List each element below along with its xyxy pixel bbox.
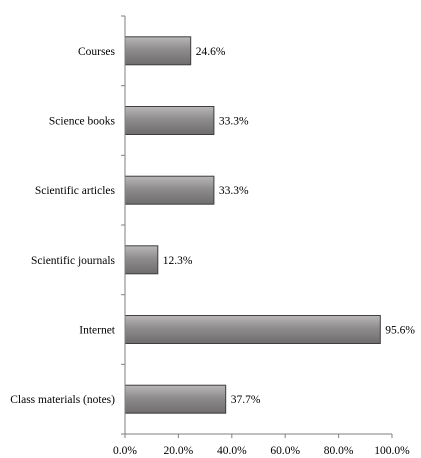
value-label-4: 95.6% — [385, 325, 415, 337]
bar-3 — [124, 245, 159, 275]
value-label-1: 33.3% — [219, 116, 249, 128]
bar-5 — [124, 384, 227, 414]
bar-1 — [124, 106, 215, 135]
category-label-5: Class materials (notes) — [10, 394, 115, 406]
value-label-3: 12.3% — [163, 255, 193, 267]
value-label-0: 24.6% — [196, 46, 226, 58]
x-tick-label-4: 80.0% — [324, 445, 354, 457]
x-tick-label-3: 60.0% — [270, 445, 300, 457]
x-tick-label-0: 0.0% — [113, 445, 137, 457]
bars-group — [124, 36, 381, 414]
x-tick-label-5: 100.0% — [374, 445, 410, 457]
bar-0 — [124, 36, 192, 66]
x-tick-label-2: 40.0% — [217, 445, 247, 457]
bar-2 — [124, 175, 215, 205]
labels-group: Courses 24.6% Science books 33.3% Scientific… — [10, 46, 415, 406]
value-label-2: 33.3% — [219, 185, 249, 197]
axes-group: 0.0% 20.0% 40.0% 60.0% 80.0% 100.0% — [113, 15, 410, 457]
value-label-5: 37.7% — [231, 394, 261, 406]
category-label-1: Science books — [49, 116, 116, 128]
category-label-3: Scientific journals — [31, 255, 116, 267]
category-label-4: Internet — [79, 325, 116, 337]
category-label-2: Scientific articles — [35, 185, 116, 197]
x-tick-label-1: 20.0% — [164, 445, 194, 457]
bar-4 — [124, 315, 381, 344]
category-label-0: Courses — [78, 46, 116, 58]
